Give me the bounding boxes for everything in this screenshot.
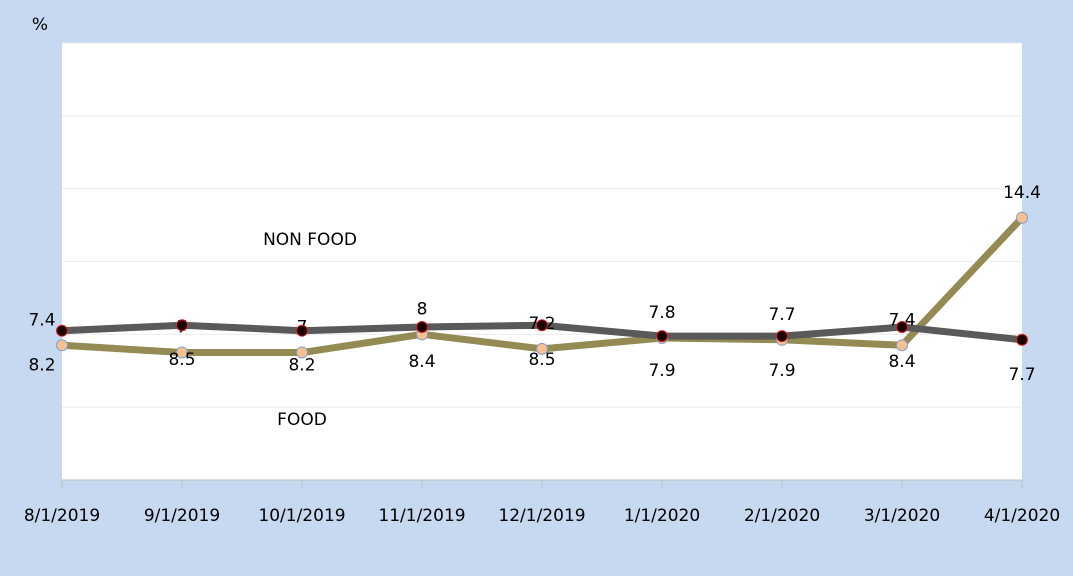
data-label: 7.9 xyxy=(648,361,675,381)
data-label: 14.4 xyxy=(1003,183,1041,203)
data-label: 8.5 xyxy=(168,350,195,370)
data-label: 7.9 xyxy=(768,361,795,381)
x-tick-label: 1/1/2020 xyxy=(624,506,700,526)
marker xyxy=(896,339,908,352)
x-tick-label: 10/1/2019 xyxy=(258,506,345,526)
x-tick-label: 12/1/2019 xyxy=(498,506,585,526)
marker xyxy=(896,321,908,334)
y-axis-label: % xyxy=(32,15,48,35)
x-tick-label: 8/1/2019 xyxy=(24,506,100,526)
marker xyxy=(56,339,68,352)
marker xyxy=(416,321,428,334)
marker xyxy=(536,342,548,355)
x-tick-label: 3/1/2020 xyxy=(864,506,940,526)
marker xyxy=(176,346,188,359)
marker xyxy=(56,324,68,337)
marker xyxy=(1016,211,1028,224)
data-label: 7.8 xyxy=(648,303,675,323)
data-label: 7.4 xyxy=(888,310,915,330)
marker xyxy=(656,330,668,343)
data-label: 8.4 xyxy=(408,352,435,372)
marker xyxy=(296,346,308,359)
marker xyxy=(176,319,188,332)
data-label: 8.4 xyxy=(888,352,915,372)
series-label: NON FOOD xyxy=(263,230,357,250)
data-label: 8 xyxy=(417,299,428,319)
data-label: 8.5 xyxy=(528,350,555,370)
x-tick-label: 4/1/2020 xyxy=(984,506,1060,526)
x-tick-label: 9/1/2019 xyxy=(144,506,220,526)
data-label: 8.2 xyxy=(288,356,315,376)
marker xyxy=(536,319,548,332)
marker xyxy=(776,330,788,343)
x-tick-label: 2/1/2020 xyxy=(744,506,820,526)
data-label: 7.7 xyxy=(768,305,795,325)
x-tick-label: 11/1/2019 xyxy=(378,506,465,526)
marker xyxy=(1016,333,1028,346)
marker xyxy=(296,324,308,337)
data-label: 7.7 xyxy=(1008,365,1035,385)
series-label: FOOD xyxy=(277,410,327,430)
data-label: 7.4 xyxy=(28,310,55,330)
data-label: 8.2 xyxy=(28,356,55,376)
